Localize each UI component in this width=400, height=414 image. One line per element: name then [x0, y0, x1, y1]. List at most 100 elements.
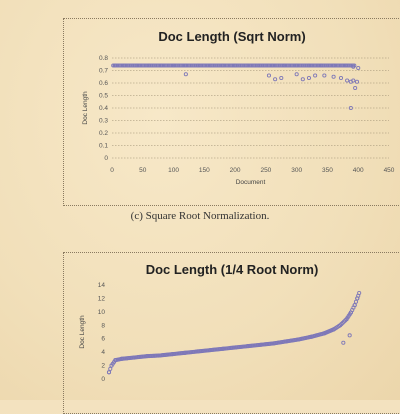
data-point [341, 63, 346, 68]
data-point [303, 63, 308, 68]
data-point [326, 63, 331, 68]
data-point [288, 63, 293, 68]
data-point [321, 63, 326, 68]
data-point [211, 63, 216, 68]
data-point [197, 63, 202, 68]
x-tick-label: 300 [291, 167, 302, 174]
x-tick-label: 50 [139, 167, 147, 174]
data-point [294, 72, 299, 77]
data-point [275, 63, 280, 68]
y-tick-label: 2 [101, 363, 105, 370]
data-point [215, 63, 220, 68]
data-point [300, 63, 305, 68]
data-point [123, 63, 128, 68]
data-point [266, 73, 272, 78]
data-point [252, 63, 257, 68]
data-point [134, 63, 139, 68]
data-point [302, 63, 307, 68]
data-point [191, 63, 196, 68]
y-tick-label: 0 [104, 155, 108, 162]
data-point [108, 366, 113, 371]
data-point [265, 63, 270, 68]
data-point [142, 63, 147, 68]
data-point [356, 293, 361, 298]
data-point [319, 63, 324, 68]
y-tick-label: 14 [98, 282, 106, 289]
x-axis-label: Document [236, 179, 266, 186]
data-point [235, 63, 240, 68]
chart-quarter-root-norm: Doc Length (1/4 Root Norm) 0 2 4 6 8 10 12 14 Do… [63, 252, 400, 414]
y-tick-label: 0.1 [99, 143, 108, 150]
data-point [163, 63, 169, 68]
data-point [300, 77, 305, 82]
data-point [216, 63, 221, 68]
data-point [200, 63, 205, 68]
y-tick-label: 0.5 [99, 93, 108, 100]
data-point [115, 63, 120, 68]
data-point [318, 63, 323, 68]
data-point [346, 63, 351, 68]
data-point [210, 63, 215, 68]
data-point [270, 63, 276, 68]
data-point [199, 63, 204, 68]
data-point [153, 63, 158, 68]
chart-sqrt-norm: Doc Length (Sqrt Norm) 0 0.1 0.2 0.3 0.4 0.5 0… [63, 18, 400, 206]
data-point [111, 63, 116, 68]
data-point [349, 63, 354, 68]
y-tick-label: 12 [98, 295, 106, 302]
data-point [304, 63, 309, 68]
data-point [313, 73, 318, 78]
data-point [306, 75, 312, 81]
data-point [120, 63, 125, 68]
y-tick-label: 6 [101, 336, 105, 343]
data-point [247, 63, 253, 68]
data-point [330, 63, 335, 68]
data-point [136, 63, 142, 68]
data-point [183, 72, 188, 77]
data-point [166, 63, 171, 68]
data-point [353, 85, 358, 91]
data-point [323, 63, 328, 68]
data-point [204, 63, 209, 68]
data-point [331, 63, 337, 68]
data-point [306, 63, 311, 68]
data-point [315, 63, 320, 68]
y-tick-label: 10 [98, 309, 106, 316]
data-point [273, 63, 278, 68]
data-point [258, 63, 263, 68]
data-point [116, 63, 121, 68]
data-point [214, 63, 219, 68]
data-point [169, 63, 174, 68]
data-point [145, 63, 150, 68]
data-point [238, 63, 243, 68]
data-point [338, 75, 344, 81]
data-point [233, 63, 238, 68]
data-point [308, 63, 313, 68]
data-point [327, 63, 332, 68]
data-point [201, 63, 207, 68]
data-point [273, 77, 278, 82]
data-point [208, 63, 213, 68]
chart-quarter-root-norm-plot: 0 2 4 6 8 10 12 14 Doc Length [79, 282, 362, 383]
data-point [131, 63, 136, 68]
data-point [314, 63, 319, 68]
data-point [180, 63, 185, 68]
x-tick-label: 100 [168, 167, 179, 174]
data-point [299, 63, 304, 68]
data-point [262, 63, 267, 68]
data-point [352, 63, 357, 68]
data-point [256, 63, 261, 68]
data-point [182, 63, 188, 68]
data-point [231, 63, 236, 68]
data-point [222, 63, 227, 68]
data-point [298, 63, 303, 68]
data-point [295, 63, 300, 68]
data-point [168, 63, 173, 68]
data-point [158, 63, 163, 68]
data-point [307, 63, 312, 68]
data-point [192, 63, 197, 68]
data-point [341, 340, 346, 345]
data-point [257, 63, 262, 68]
data-point [212, 63, 217, 68]
data-point [246, 63, 251, 68]
